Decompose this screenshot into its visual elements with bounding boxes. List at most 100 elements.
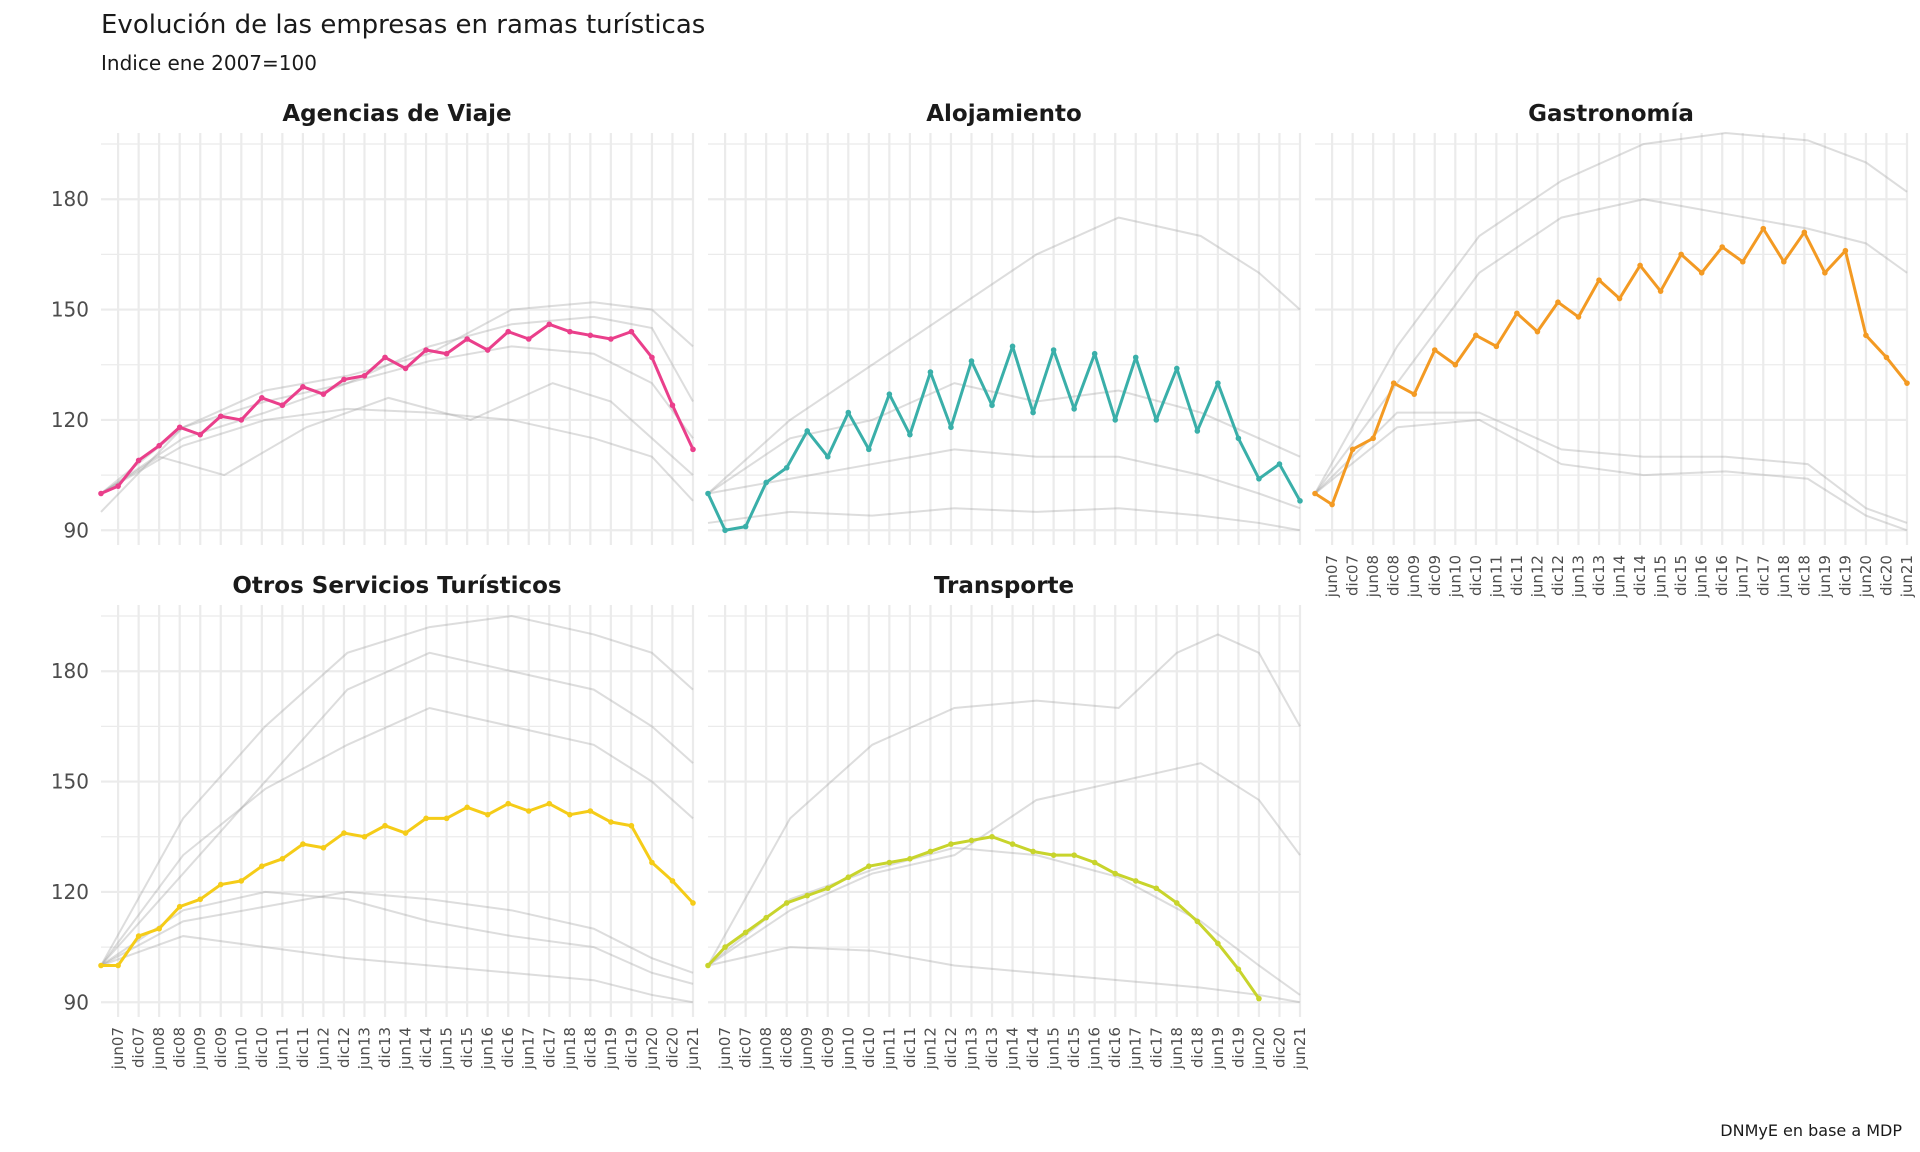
x-tick-label: jun12 (314, 1027, 332, 1070)
highlight-point (763, 479, 769, 486)
x-tick-label: dic16 (499, 1027, 517, 1068)
highlight-point (1112, 417, 1119, 423)
highlight-point (505, 800, 512, 807)
highlight-point (1132, 878, 1139, 884)
x-tick-label: dic13 (1590, 555, 1608, 596)
highlight-point (690, 900, 696, 906)
highlight-point (320, 391, 327, 397)
highlight-point (948, 841, 954, 847)
highlight-point (341, 376, 347, 383)
highlight-point (1194, 428, 1201, 434)
x-tick-label: jun16 (479, 1027, 497, 1070)
facet-panel: Alojamiento (705, 101, 1303, 545)
facet-panel: Otros Servicios Turísticos 90 120 150 180 jun… (51, 573, 702, 1070)
highlight-point (907, 856, 913, 862)
highlight-series-line (1314, 227, 1909, 507)
highlight-point (1719, 244, 1726, 250)
highlight-point (1312, 490, 1318, 497)
facet-strip-title: Otros Servicios Turísticos (232, 573, 561, 599)
highlight-point (886, 859, 893, 866)
background-series-line (100, 615, 694, 966)
highlight-point (238, 878, 245, 884)
x-tick-label: dic12 (942, 1027, 960, 1068)
background-series-line (707, 846, 1301, 996)
facet-panel: Transporte jun07 dic07 jun08 dic08 jun09 dic09… (705, 573, 1309, 1070)
highlight-point (156, 442, 162, 449)
highlight-point (341, 830, 347, 836)
facet-strip-title: Transporte (934, 573, 1074, 599)
x-tick-label: jun15 (1045, 1027, 1063, 1070)
highlight-point (443, 815, 450, 822)
x-tick-label: dic20 (1270, 1027, 1288, 1068)
x-tick-label: dic15 (458, 1027, 476, 1068)
highlight-point (1091, 350, 1098, 357)
x-tick-label: jun08 (1364, 555, 1382, 598)
highlight-point (135, 457, 142, 464)
highlight-point (608, 336, 614, 342)
x-tick-label: dic09 (212, 1027, 230, 1068)
highlight-point (546, 321, 553, 328)
highlight-point (587, 332, 594, 339)
highlight-point (402, 365, 409, 372)
x-tick-label: jun12 (1528, 555, 1546, 598)
x-tick-label: dic09 (819, 1027, 837, 1068)
highlight-point (361, 833, 368, 840)
x-tick-label: dic18 (581, 1027, 599, 1068)
highlight-point (1235, 966, 1242, 972)
highlight-point (1801, 229, 1808, 236)
highlight-point (1370, 435, 1376, 442)
x-tick-label: jun07 (716, 1027, 734, 1070)
highlight-point (927, 369, 934, 375)
highlight-point (1637, 262, 1643, 269)
highlight-point (886, 391, 893, 397)
x-tick-label: dic14 (1024, 1027, 1042, 1068)
x-tick-label: dic07 (130, 1027, 148, 1068)
x-tick-label: dic08 (778, 1027, 796, 1068)
highlight-point (115, 483, 121, 489)
highlight-point (320, 844, 327, 851)
highlight-point (1678, 251, 1684, 258)
highlight-point (989, 402, 995, 409)
x-tick-label: jun17 (520, 1027, 538, 1070)
highlight-point (1411, 391, 1418, 397)
x-tick-label: dic11 (1508, 555, 1526, 596)
highlight-point (484, 347, 491, 353)
x-tick-label: dic15 (1672, 555, 1690, 596)
highlight-point (722, 527, 728, 534)
highlight-point (1431, 347, 1438, 353)
highlight-point (217, 413, 224, 420)
chart-caption: DNMyE en base a MDP (1720, 1121, 1902, 1140)
highlight-point (443, 350, 450, 357)
highlight-point (690, 446, 696, 453)
x-tick-label: jun11 (880, 1027, 898, 1070)
highlight-point (1739, 258, 1746, 265)
highlight-point (1514, 310, 1520, 317)
x-tick-label: jun07 (1323, 555, 1341, 598)
x-tick-label: dic13 (376, 1027, 394, 1068)
x-tick-label: dic16 (1713, 555, 1731, 596)
highlight-point (1473, 332, 1479, 339)
facet-strip-title: Gastronomía (1528, 101, 1694, 127)
x-tick-label: dic18 (1188, 1027, 1206, 1068)
highlight-point (1194, 918, 1201, 925)
x-tick-label: jun10 (839, 1027, 857, 1070)
highlight-point (927, 848, 934, 855)
x-tick-label: jun19 (602, 1027, 620, 1070)
highlight-point (1276, 461, 1283, 467)
x-tick-label: jun18 (1168, 1027, 1186, 1070)
background-series-line (100, 890, 694, 985)
background-series-line (100, 890, 694, 974)
highlight-point (783, 464, 790, 471)
x-tick-label: jun08 (757, 1027, 775, 1070)
highlight-point (484, 811, 491, 818)
highlight-point (628, 822, 635, 829)
highlight-point (742, 929, 749, 936)
highlight-point (259, 863, 265, 869)
highlight-point (217, 881, 224, 888)
highlight-point (238, 417, 245, 423)
highlight-point (567, 811, 573, 818)
x-tick-label: jun20 (1250, 1027, 1268, 1070)
facet-panel: Gastronomía jun07 dic07 jun08 dic08 jun09 dic0… (1312, 101, 1916, 598)
highlight-point (866, 446, 872, 453)
